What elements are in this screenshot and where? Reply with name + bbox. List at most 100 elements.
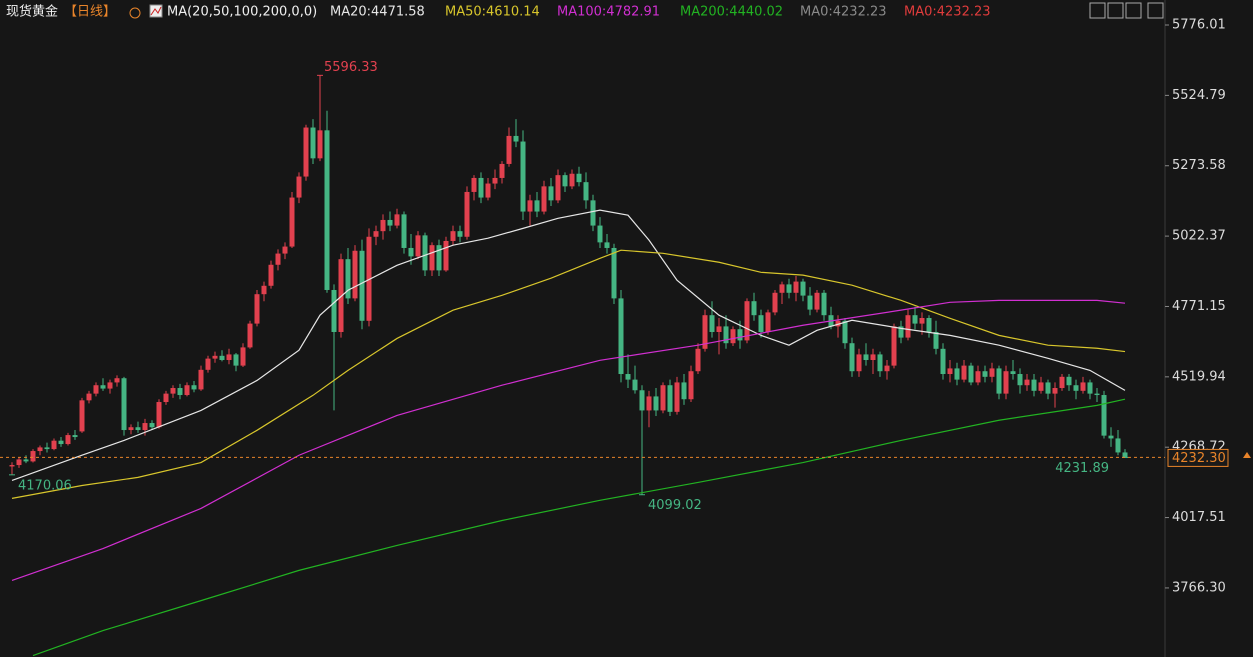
- candle-body: [898, 326, 904, 338]
- candle-body: [331, 289, 337, 333]
- candle-body: [807, 295, 813, 310]
- candle-body: [975, 371, 981, 383]
- candle-body: [93, 385, 99, 394]
- candle-body: [51, 440, 57, 450]
- candle-body: [793, 281, 799, 293]
- candle-body: [261, 285, 267, 295]
- candle-body: [450, 231, 456, 241]
- indicator: MA(20,50,100,200,0,0): [167, 5, 317, 20]
- candle-body: [86, 393, 92, 401]
- candle-body: [1122, 452, 1128, 458]
- candle-body: [576, 173, 582, 183]
- candle-body: [884, 365, 890, 372]
- candle-body: [135, 427, 141, 431]
- candle-body: [779, 284, 785, 293]
- candle-body: [156, 402, 162, 428]
- candle-body: [128, 427, 134, 431]
- candle-body: [527, 200, 533, 212]
- candle-body: [961, 365, 967, 380]
- candle-body: [44, 447, 50, 450]
- candle-body: [604, 242, 610, 248]
- candle-body: [674, 382, 680, 412]
- candle-body: [499, 163, 505, 178]
- tool-button[interactable]: [1107, 2, 1124, 19]
- candle-body: [688, 371, 694, 400]
- legend-entry: MA0:4232.23: [904, 5, 991, 20]
- candle-body: [380, 219, 386, 232]
- candle-body: [611, 247, 617, 299]
- candle-body: [968, 365, 974, 383]
- y-tick-label: 3766.30: [1172, 580, 1226, 595]
- candle-body: [1059, 376, 1065, 389]
- candle-body: [555, 175, 561, 201]
- candle-body: [1052, 388, 1058, 394]
- candle-body: [1024, 379, 1030, 386]
- candle-body: [492, 177, 498, 184]
- tool-button[interactable]: [1089, 2, 1106, 19]
- candle-body: [205, 358, 211, 370]
- candle-body: [79, 400, 85, 432]
- candle-body: [632, 379, 638, 391]
- candle-body: [786, 284, 792, 293]
- candle-body: [730, 329, 736, 344]
- candle-body: [240, 347, 246, 366]
- candle-body: [513, 135, 519, 142]
- candle-body: [254, 294, 260, 324]
- candle-body: [583, 182, 589, 201]
- candle-body: [226, 354, 232, 361]
- candle-body: [520, 141, 526, 212]
- candle-body: [590, 200, 596, 226]
- candle-body: [1066, 376, 1072, 386]
- candle-body: [702, 315, 708, 349]
- candle-body: [373, 231, 379, 237]
- candle-body: [534, 200, 540, 212]
- legend-entry: MA200:4440.02: [680, 5, 783, 20]
- candle-body: [709, 315, 715, 333]
- candle-body: [268, 264, 274, 286]
- candle-body: [100, 385, 106, 389]
- candle-body: [569, 173, 575, 187]
- candle-body: [723, 326, 729, 344]
- candle-body: [639, 390, 645, 411]
- y-tick-label: 5022.37: [1172, 229, 1226, 244]
- price-annotation: 4099.02: [648, 498, 702, 513]
- chart-title: 现货黄金: [6, 4, 58, 20]
- candle-body: [366, 236, 372, 321]
- y-tick-label: 5524.79: [1172, 88, 1226, 103]
- candle-body: [996, 368, 1002, 394]
- candle-body: [275, 253, 281, 265]
- candle-body: [387, 219, 393, 226]
- candle-body: [436, 245, 442, 271]
- candle-body: [359, 250, 365, 321]
- settings-icon[interactable]: [129, 7, 141, 19]
- candle-body: [303, 127, 309, 177]
- candle-body: [933, 332, 939, 349]
- candle-body: [1080, 382, 1086, 391]
- candle-body: [1108, 435, 1114, 439]
- candle-body: [352, 250, 358, 299]
- candle-body: [422, 235, 428, 271]
- candle-body: [926, 317, 932, 333]
- candle-body: [646, 396, 652, 411]
- candle-body: [296, 176, 302, 198]
- tool-button[interactable]: [1147, 2, 1164, 19]
- candle-body: [835, 320, 841, 327]
- candle-body: [758, 315, 764, 333]
- candle-body: [912, 315, 918, 324]
- candle-body: [212, 355, 218, 359]
- legend-entry: MA50:4610.14: [445, 5, 540, 20]
- tool-button[interactable]: [1125, 2, 1142, 19]
- candle-body: [107, 382, 113, 389]
- candle-body: [394, 214, 400, 226]
- candle-body: [65, 435, 71, 445]
- candle-body: [744, 301, 750, 341]
- y-tick-label: 5273.58: [1172, 158, 1226, 173]
- candle-body: [982, 371, 988, 377]
- candle-body: [1031, 379, 1037, 391]
- candle-body: [772, 292, 778, 313]
- indicator-icon-glyph: [150, 6, 162, 16]
- ma-line: [11, 249, 1126, 499]
- candle-body: [919, 317, 925, 324]
